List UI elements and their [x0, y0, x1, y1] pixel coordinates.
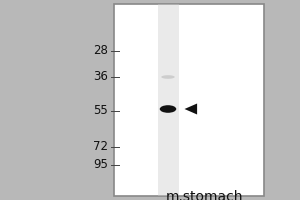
Text: 55: 55 — [93, 104, 108, 117]
Text: 36: 36 — [93, 71, 108, 84]
Text: 95: 95 — [93, 158, 108, 171]
Polygon shape — [184, 103, 197, 114]
Bar — [158, 4, 178, 196]
Ellipse shape — [160, 105, 176, 113]
Text: 28: 28 — [93, 45, 108, 58]
Bar — [114, 4, 264, 196]
Text: 72: 72 — [93, 140, 108, 154]
Text: m.stomach: m.stomach — [165, 190, 243, 200]
Ellipse shape — [161, 75, 175, 79]
